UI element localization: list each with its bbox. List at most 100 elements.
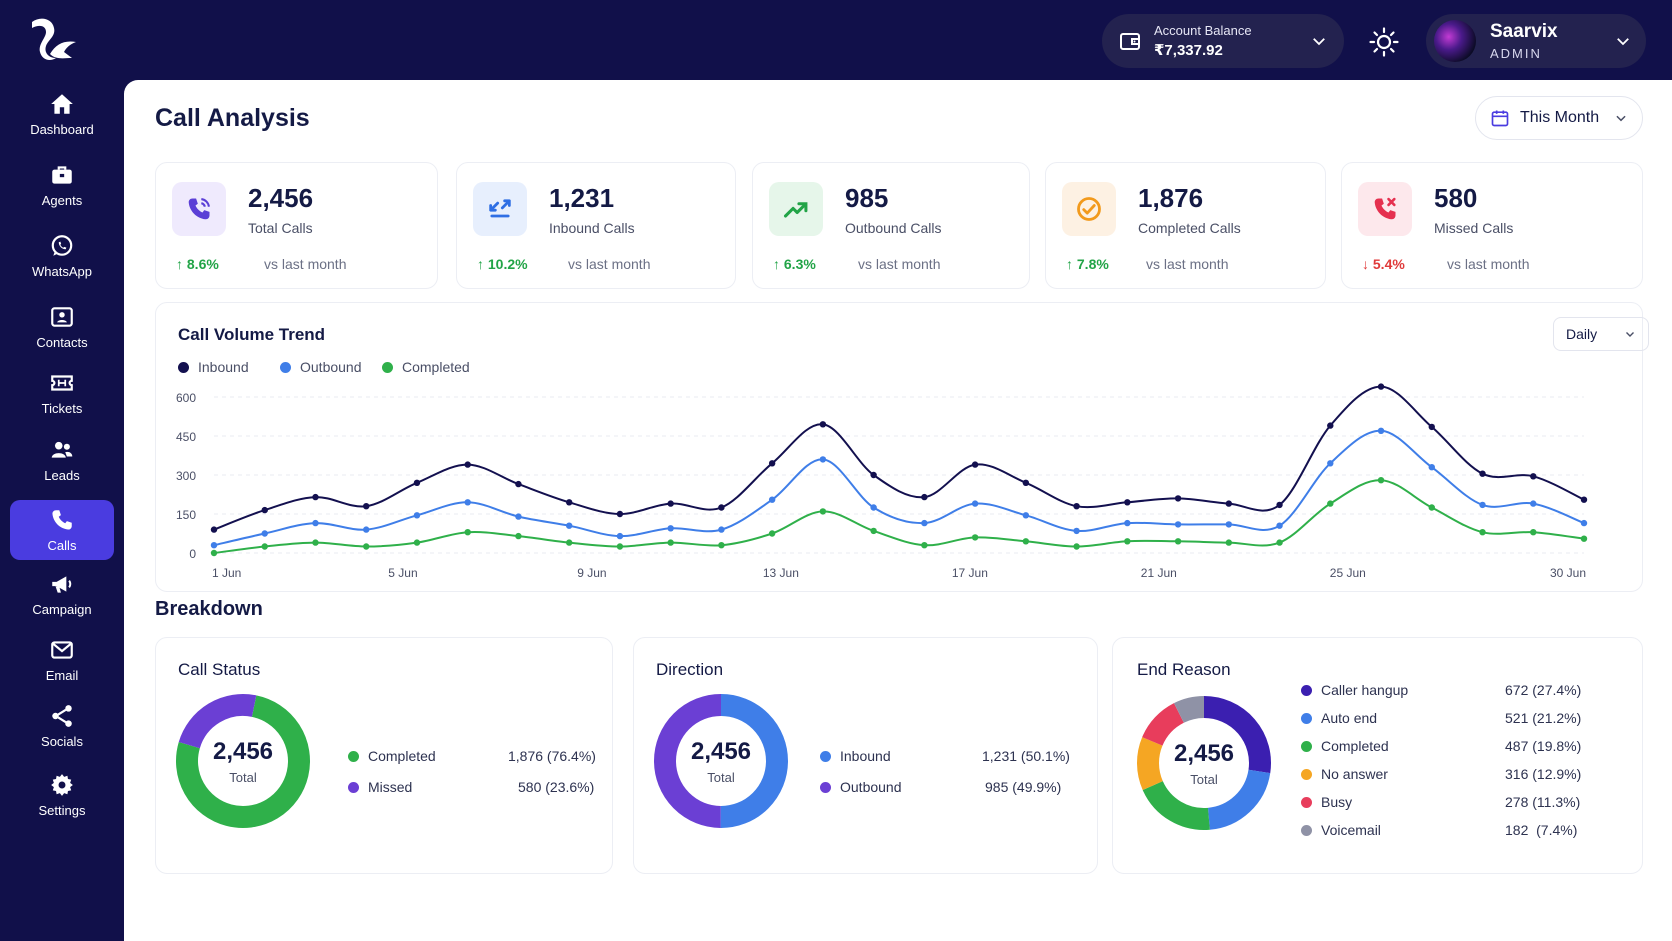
data-point[interactable] — [1377, 427, 1385, 434]
data-point[interactable] — [1124, 499, 1131, 506]
brand-logo[interactable] — [26, 14, 82, 66]
data-point[interactable] — [1327, 422, 1334, 429]
data-point[interactable] — [312, 493, 319, 501]
data-point[interactable] — [565, 499, 573, 506]
sidebar-item-email[interactable]: Email — [10, 630, 114, 690]
data-point[interactable] — [1479, 529, 1486, 536]
data-point[interactable] — [667, 500, 674, 507]
data-point[interactable] — [565, 522, 573, 529]
account-balance-dropdown[interactable]: Account Balance ₹7,337.92 — [1102, 14, 1344, 68]
data-point[interactable] — [1428, 423, 1435, 431]
data-point[interactable] — [819, 456, 827, 463]
data-point[interactable] — [971, 461, 979, 468]
data-point[interactable] — [768, 460, 776, 467]
sidebar-item-agents[interactable]: Agents — [10, 155, 114, 215]
data-point[interactable] — [515, 532, 522, 540]
data-point[interactable] — [718, 504, 725, 511]
period-dropdown[interactable]: This Month — [1475, 96, 1643, 140]
granularity-dropdown[interactable]: Daily — [1553, 317, 1649, 351]
data-point[interactable] — [1124, 519, 1131, 527]
data-point[interactable] — [1225, 500, 1233, 507]
data-point[interactable] — [1530, 529, 1537, 536]
data-point[interactable] — [312, 519, 319, 527]
data-point[interactable] — [1530, 473, 1537, 480]
data-point[interactable] — [413, 479, 421, 486]
data-point[interactable] — [616, 510, 624, 518]
user-menu[interactable]: Saarvix ADMIN — [1426, 14, 1646, 68]
data-point[interactable] — [312, 539, 319, 546]
data-point[interactable] — [1377, 477, 1385, 484]
donut-slice-inbound[interactable] — [720, 694, 788, 828]
data-point[interactable] — [1479, 501, 1486, 509]
sidebar-item-whatsapp[interactable]: WhatsApp — [10, 226, 114, 286]
data-point[interactable] — [921, 542, 928, 549]
stat-card-outbound-calls[interactable]: 985 Outbound Calls ↑ 6.3% vs last month — [752, 162, 1030, 289]
data-point[interactable] — [1124, 538, 1131, 545]
data-point[interactable] — [1073, 527, 1080, 535]
data-point[interactable] — [1022, 479, 1030, 486]
data-point[interactable] — [1327, 500, 1334, 507]
data-point[interactable] — [1580, 519, 1588, 527]
stat-card-missed-calls[interactable]: 580 Missed Calls ↓ 5.4% vs last month — [1341, 162, 1643, 289]
data-point[interactable] — [1022, 538, 1030, 545]
data-point[interactable] — [768, 530, 776, 537]
data-point[interactable] — [870, 504, 877, 511]
sidebar-item-leads[interactable]: Leads — [10, 430, 114, 490]
donut-slice-outbound[interactable] — [654, 694, 722, 828]
data-point[interactable] — [819, 421, 827, 428]
data-point[interactable] — [363, 503, 370, 510]
sidebar-item-tickets[interactable]: Tickets — [10, 363, 114, 423]
data-point[interactable] — [971, 534, 979, 541]
data-point[interactable] — [1174, 521, 1182, 528]
data-point[interactable] — [1073, 503, 1080, 510]
donut-slice-voicemail[interactable] — [1173, 696, 1205, 723]
data-point[interactable] — [1276, 501, 1283, 509]
data-point[interactable] — [718, 542, 725, 549]
sidebar-item-calls[interactable]: Calls — [10, 500, 114, 560]
donut-slice-completed[interactable] — [176, 695, 310, 828]
donut-slice-caller-hangup[interactable] — [1203, 696, 1271, 774]
data-point[interactable] — [768, 496, 776, 503]
data-point[interactable] — [1428, 504, 1435, 511]
legend-outbound[interactable]: Outbound — [280, 359, 362, 375]
data-point[interactable] — [1073, 543, 1080, 550]
sidebar-item-contacts[interactable]: Contacts — [10, 297, 114, 357]
donut-slice-completed[interactable] — [1142, 780, 1210, 830]
sidebar-item-settings[interactable]: Settings — [10, 765, 114, 825]
data-point[interactable] — [1428, 464, 1435, 471]
data-point[interactable] — [1276, 539, 1283, 546]
data-point[interactable] — [210, 526, 218, 533]
data-point[interactable] — [261, 543, 268, 550]
data-point[interactable] — [464, 461, 471, 468]
data-point[interactable] — [1580, 535, 1588, 542]
data-point[interactable] — [1174, 495, 1182, 502]
donut-slice-auto-end[interactable] — [1207, 769, 1271, 830]
data-point[interactable] — [464, 529, 471, 536]
data-point[interactable] — [1174, 538, 1182, 545]
data-point[interactable] — [261, 530, 268, 537]
data-point[interactable] — [1327, 460, 1334, 467]
data-point[interactable] — [210, 549, 218, 557]
data-point[interactable] — [616, 532, 624, 540]
data-point[interactable] — [1225, 539, 1233, 546]
data-point[interactable] — [870, 471, 877, 479]
data-point[interactable] — [363, 526, 370, 533]
data-point[interactable] — [1530, 500, 1537, 507]
donut-slice-busy[interactable] — [1142, 703, 1185, 747]
donut-slice-missed[interactable] — [178, 694, 257, 749]
data-point[interactable] — [1022, 512, 1030, 519]
legend-inbound[interactable]: Inbound — [178, 359, 249, 375]
sidebar-item-socials[interactable]: Socials — [10, 696, 114, 756]
data-point[interactable] — [1377, 383, 1385, 390]
data-point[interactable] — [565, 539, 573, 546]
data-point[interactable] — [667, 525, 674, 532]
data-point[interactable] — [1276, 522, 1283, 529]
legend-completed[interactable]: Completed — [382, 359, 470, 375]
data-point[interactable] — [921, 519, 928, 527]
data-point[interactable] — [210, 542, 218, 549]
data-point[interactable] — [413, 539, 421, 546]
stat-card-total-calls[interactable]: 2,456 Total Calls ↑ 8.6% vs last month — [155, 162, 438, 289]
data-point[interactable] — [515, 513, 522, 520]
stat-card-completed-calls[interactable]: 1,876 Completed Calls ↑ 7.8% vs last mon… — [1045, 162, 1326, 289]
data-point[interactable] — [819, 508, 827, 515]
